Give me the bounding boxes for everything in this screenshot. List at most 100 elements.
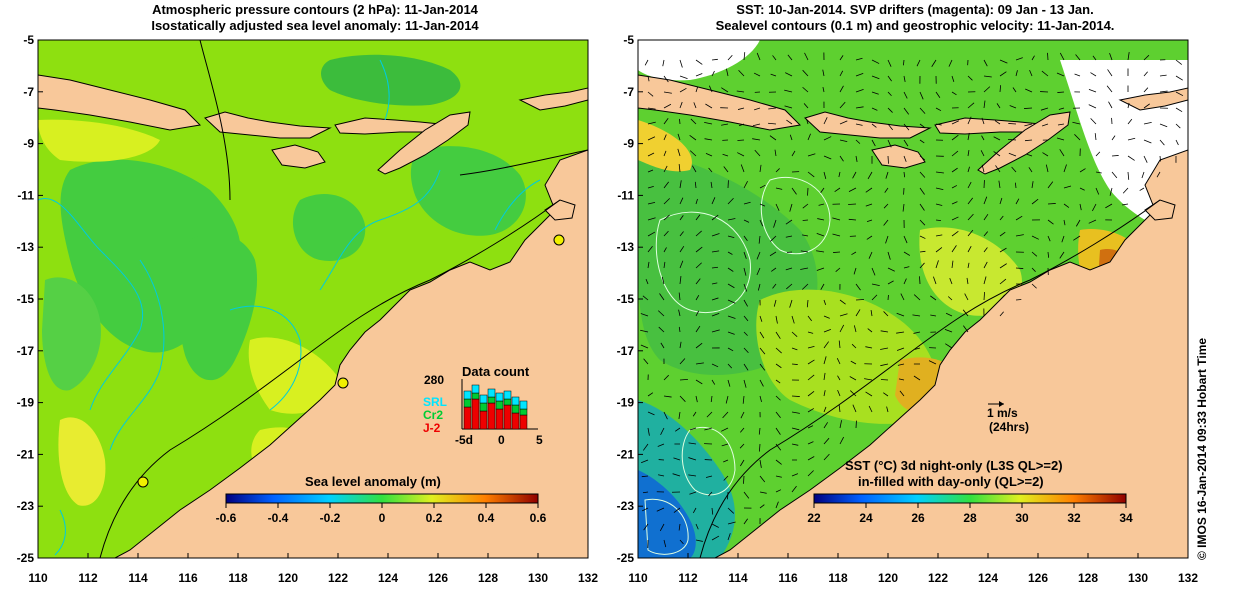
- velocity-arrow: [839, 101, 846, 109]
- velocity-arrow: [951, 245, 957, 253]
- velocity-arrow: [743, 379, 747, 388]
- velocity-arrow: [643, 523, 649, 531]
- velocity-arrow: [679, 539, 684, 545]
- y-tick-label: -23: [17, 499, 35, 513]
- velocity-arrow: [903, 139, 909, 147]
- velocity-arrow: [663, 103, 672, 109]
- velocity-arrow: [791, 485, 797, 493]
- velocity-arrow: [727, 363, 733, 369]
- velocity-arrow: [816, 267, 825, 271]
- x-tick-label: 114: [728, 571, 748, 585]
- y-tick-label: -9: [623, 137, 634, 151]
- velocity-arrow: [807, 331, 814, 334]
- bathymetry-contour: [38, 197, 144, 411]
- velocity-arrow: [656, 507, 665, 512]
- velocity-arrow: [727, 235, 735, 238]
- right-y-axis: -5 -7 -9 -11 -13 -15 -17 -19 -21 -23 -25: [617, 33, 643, 565]
- velocity-arrow: [662, 59, 665, 67]
- velocity-arrow: [789, 134, 793, 141]
- velocity-arrow: [1015, 70, 1018, 77]
- velocity-arrow: [791, 443, 799, 446]
- x-tick-label: 120: [878, 571, 898, 585]
- velocity-arrow: [768, 107, 777, 110]
- velocity-arrow: [679, 245, 685, 253]
- x-tick-label: 124: [378, 571, 398, 585]
- velocity-arrow: [1015, 215, 1023, 221]
- velocity-arrow: [967, 229, 974, 237]
- velocity-arrow: [930, 314, 937, 317]
- velocity-arrow: [711, 214, 719, 221]
- right-title-line1: SST: 10-Jan-2014. SVP drifters (magenta)…: [736, 2, 1094, 17]
- velocity-arrow: [740, 164, 745, 173]
- velocity-arrow: [1127, 137, 1136, 141]
- velocity-arrow: [775, 347, 782, 354]
- x-tick-label: 110: [28, 571, 48, 585]
- velocity-arrow: [663, 411, 668, 420]
- velocity-arrow: [657, 443, 665, 447]
- velocity-arrow: [758, 427, 761, 435]
- velocity-arrow: [742, 395, 745, 404]
- velocity-arrow: [695, 59, 703, 65]
- velocity-arrow: [1063, 219, 1066, 226]
- velocity-arrow: [727, 54, 733, 61]
- velocity-arrow: [1031, 267, 1036, 272]
- sst-warm-region: [638, 120, 692, 172]
- velocity-arrow: [887, 155, 889, 164]
- velocity-arrow: [737, 107, 745, 110]
- velocity-arrow: [912, 314, 921, 317]
- velocity-arrow: [663, 118, 669, 125]
- sla-low-region: [292, 194, 366, 261]
- velocity-arrow: [865, 346, 873, 349]
- no-data-region: [638, 40, 760, 81]
- velocity-arrow: [695, 214, 701, 221]
- velocity-arrow: [791, 347, 798, 351]
- left-panel-title: Atmospheric pressure contours (2 hPa): 1…: [40, 2, 590, 34]
- velocity-arrow: [1111, 155, 1119, 157]
- inset-bar: [463, 390, 472, 400]
- y-tick-label: -21: [617, 447, 635, 461]
- y-tick-label: -21: [17, 447, 35, 461]
- velocity-arrow: [1127, 118, 1133, 125]
- velocity-arrow: [903, 278, 907, 285]
- velocity-arrow: [983, 261, 988, 269]
- velocity-arrow: [935, 123, 942, 126]
- y-tick-label: -7: [23, 85, 34, 99]
- velocity-arrow: [855, 309, 861, 317]
- velocity-arrow: [967, 245, 972, 253]
- velocity-arrow: [695, 523, 699, 530]
- bathymetry-contour: [494, 179, 541, 231]
- velocity-arrow: [999, 263, 1007, 269]
- velocity-arrow: [727, 299, 736, 304]
- velocity-arrow: [721, 123, 729, 126]
- y-tick-label: -19: [17, 396, 35, 410]
- velocity-arrow: [1159, 139, 1165, 146]
- velocity-arrow: [919, 155, 926, 161]
- velocity-arrow: [999, 247, 1007, 253]
- java-island: [38, 74, 202, 131]
- velocity-arrow: [880, 330, 889, 333]
- velocity-arrow: [804, 52, 809, 61]
- velocity-arrow: [647, 185, 654, 189]
- velocity-arrow: [1156, 171, 1161, 178]
- velocity-arrow: [704, 427, 713, 431]
- left-y-axis: -5 -7 -9 -11 -13 -15 -17 -19 -21 -23 -25: [17, 33, 43, 565]
- velocity-arrow: [823, 117, 828, 125]
- velocity-arrow: [896, 347, 905, 351]
- velocity-arrow: [711, 266, 719, 269]
- velocity-arrow: [791, 187, 797, 195]
- velocity-arrow: [679, 358, 686, 365]
- velocity-arrow: [1175, 107, 1183, 113]
- velocity-arrow: [1088, 104, 1097, 109]
- velocity-arrow: [692, 411, 697, 417]
- velocity-arrow: [704, 138, 713, 141]
- velocity-arrow: [903, 59, 905, 66]
- velocity-arrow: [807, 374, 815, 381]
- velocity-arrow: [645, 279, 649, 285]
- velocity-arrow: [884, 187, 889, 193]
- x-tick-label: 128: [478, 571, 498, 585]
- velocity-arrow: [725, 395, 729, 404]
- colorbar-tick-label: 24: [859, 511, 873, 525]
- velocity-arrow: [839, 70, 844, 77]
- velocity-arrow: [743, 219, 750, 223]
